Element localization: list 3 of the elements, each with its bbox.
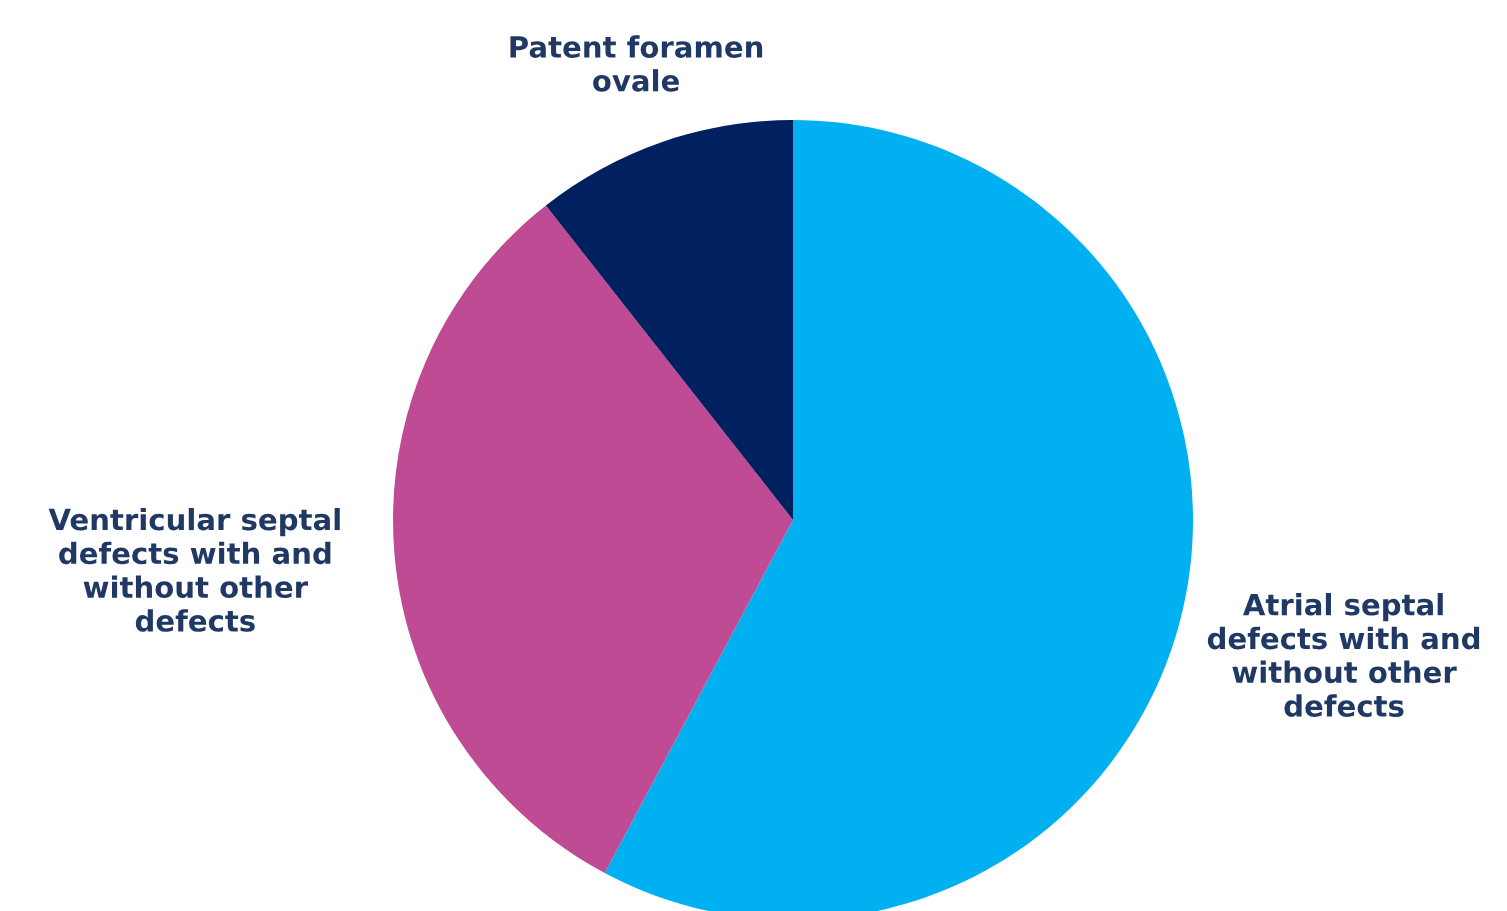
slice-label: Patent foramen ovale [510, 35, 763, 92]
slice-label: Ventricular septal defects with and without other defects [48, 507, 340, 632]
slice-label: Atrial septal defects with and without other defects [1207, 593, 1480, 717]
